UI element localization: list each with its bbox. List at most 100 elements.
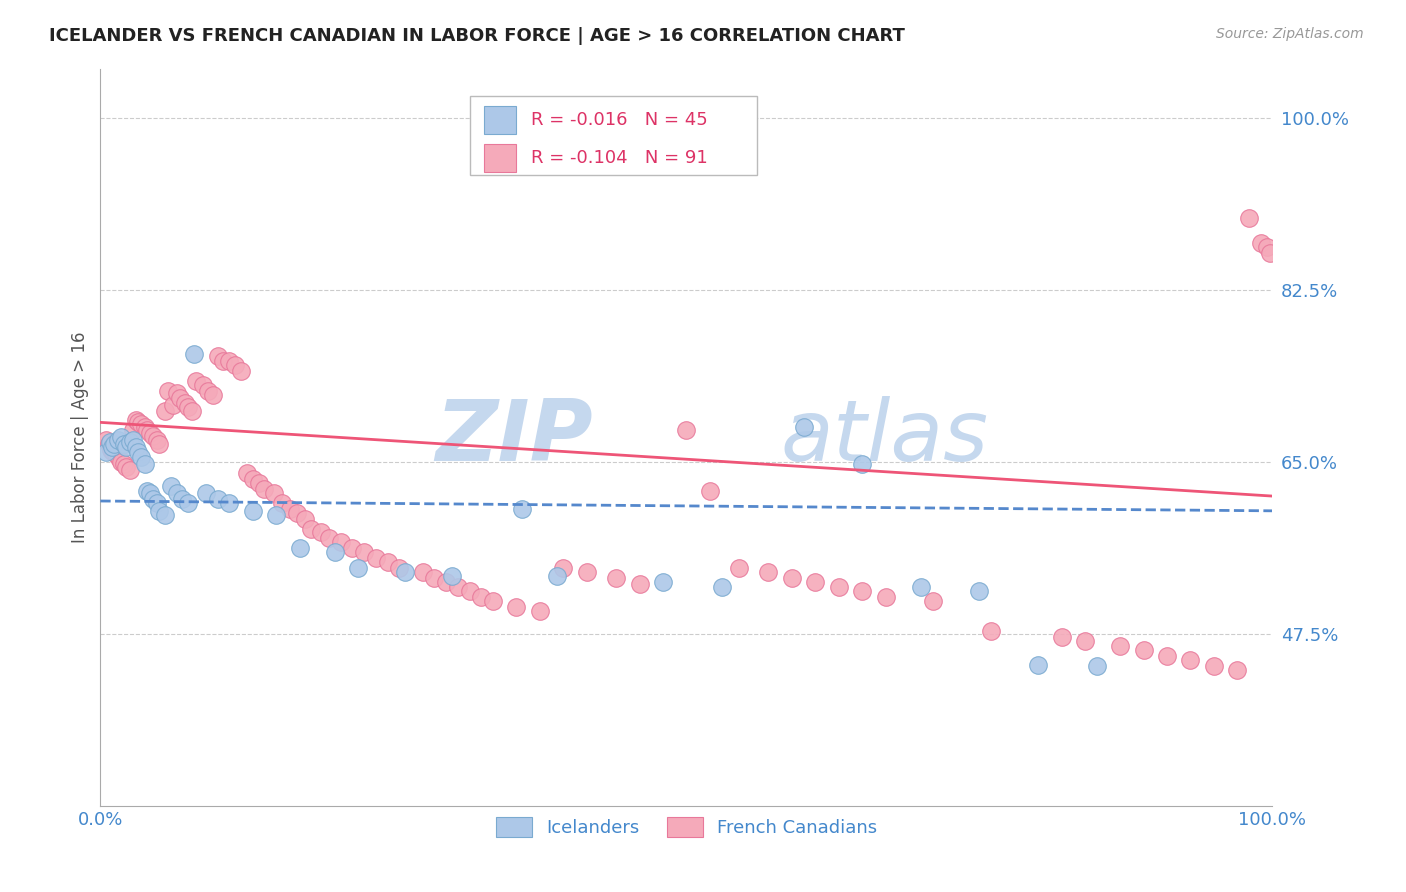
Point: [107, 433, 129, 447]
Point: [828, 581, 851, 595]
Point: [136, 484, 159, 499]
Point: [159, 479, 181, 493]
Point: [157, 384, 180, 398]
Point: [131, 417, 153, 432]
Point: [186, 374, 208, 388]
Point: [710, 580, 733, 594]
Point: [172, 491, 194, 506]
Point: [112, 437, 135, 451]
Point: [131, 450, 153, 464]
Point: [193, 378, 215, 392]
Text: Source: ZipAtlas.com: Source: ZipAtlas.com: [1216, 27, 1364, 41]
Point: [134, 420, 156, 434]
Point: [166, 385, 188, 400]
Point: [207, 491, 229, 506]
Point: [218, 354, 240, 368]
Point: [605, 571, 627, 585]
Point: [875, 591, 897, 605]
Point: [104, 447, 127, 461]
FancyBboxPatch shape: [470, 95, 756, 176]
Point: [142, 491, 165, 506]
Point: [212, 354, 235, 368]
Point: [318, 532, 340, 546]
Point: [177, 400, 200, 414]
Point: [183, 346, 205, 360]
Point: [347, 561, 370, 575]
Bar: [484, 105, 516, 134]
Point: [675, 423, 697, 437]
Point: [1085, 659, 1108, 673]
Point: [207, 349, 229, 363]
Point: [97, 437, 120, 451]
Point: [285, 506, 308, 520]
Point: [1258, 246, 1281, 260]
Point: [1050, 630, 1073, 644]
Point: [394, 565, 416, 579]
Point: [162, 398, 184, 412]
Point: [529, 604, 551, 618]
Point: [134, 457, 156, 471]
Point: [780, 571, 803, 585]
Point: [423, 571, 446, 585]
Point: [804, 574, 827, 589]
Point: [218, 496, 240, 510]
Point: [153, 508, 176, 522]
Point: [138, 486, 160, 500]
Point: [136, 423, 159, 437]
Point: [699, 484, 721, 499]
Point: [910, 580, 932, 594]
Point: [1026, 658, 1049, 673]
Text: atlas: atlas: [780, 396, 988, 479]
Point: [145, 496, 167, 510]
Point: [100, 442, 122, 457]
Point: [388, 561, 411, 575]
Point: [921, 594, 943, 608]
Point: [364, 551, 387, 566]
Point: [288, 541, 311, 556]
Point: [1074, 633, 1097, 648]
Point: [1237, 211, 1260, 225]
Point: [1109, 640, 1132, 654]
Point: [110, 430, 132, 444]
Point: [758, 565, 780, 579]
Point: [458, 584, 481, 599]
Point: [575, 565, 598, 579]
Point: [110, 455, 132, 469]
Point: [447, 581, 470, 595]
Point: [180, 403, 202, 417]
Point: [1226, 663, 1249, 677]
Point: [553, 561, 575, 575]
Point: [510, 501, 533, 516]
Bar: [484, 144, 516, 172]
Point: [412, 565, 434, 579]
Point: [112, 457, 135, 471]
Point: [197, 384, 219, 398]
Point: [101, 440, 124, 454]
Point: [377, 555, 399, 569]
Point: [247, 476, 270, 491]
Text: R = -0.104   N = 91: R = -0.104 N = 91: [530, 149, 707, 167]
Point: [1156, 649, 1178, 664]
Point: [201, 388, 224, 402]
Point: [294, 511, 316, 525]
Text: R = -0.016   N = 45: R = -0.016 N = 45: [530, 111, 707, 128]
Point: [1256, 240, 1278, 254]
Point: [329, 535, 352, 549]
Point: [309, 525, 332, 540]
Point: [242, 504, 264, 518]
Point: [108, 450, 131, 465]
Point: [652, 574, 675, 589]
Point: [229, 364, 252, 378]
Point: [278, 501, 301, 516]
Point: [482, 594, 505, 608]
Y-axis label: In Labor Force | Age > 16: In Labor Force | Age > 16: [72, 331, 89, 543]
Text: ICELANDER VS FRENCH CANADIAN IN LABOR FORCE | AGE > 16 CORRELATION CHART: ICELANDER VS FRENCH CANADIAN IN LABOR FO…: [49, 27, 905, 45]
Point: [115, 459, 138, 474]
Point: [793, 420, 815, 434]
Point: [103, 437, 125, 451]
Point: [728, 561, 751, 575]
Point: [118, 435, 141, 450]
Point: [194, 486, 217, 500]
Point: [547, 568, 569, 582]
Point: [271, 496, 294, 510]
